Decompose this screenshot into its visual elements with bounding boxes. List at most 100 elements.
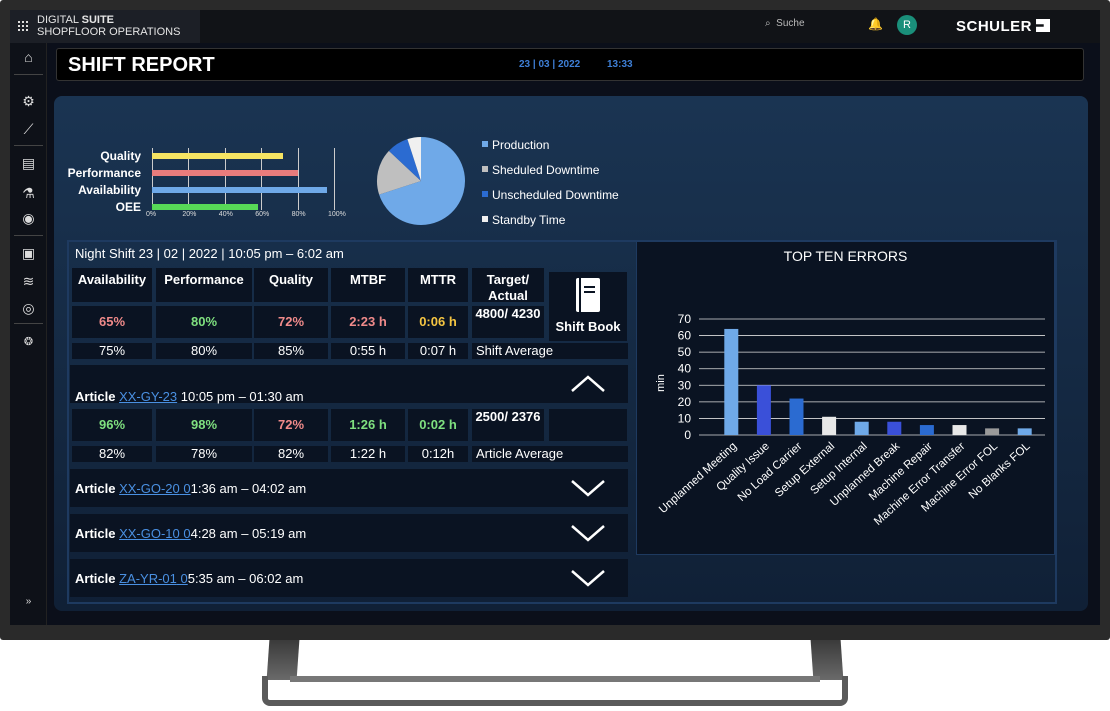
- target-icon[interactable]: ◎: [22, 300, 35, 316]
- brand-suite: SUITE: [81, 14, 115, 26]
- sidebar-divider: [14, 235, 43, 236]
- fingerprint-icon[interactable]: ❂: [23, 336, 34, 348]
- kpi-gridline: [334, 148, 335, 210]
- logo-mark-icon: [1036, 19, 1051, 32]
- kpi-gridline: [224, 148, 226, 210]
- machine-icon[interactable]: ⚙: [22, 93, 35, 109]
- chevron-up-icon[interactable]: [570, 374, 606, 394]
- article-code-link[interactable]: XX-GY-23: [119, 389, 178, 404]
- apps-grid-icon[interactable]: [18, 21, 28, 31]
- article-title: Article ZA-YR-01 05:35 am – 06:02 am: [75, 571, 303, 586]
- article-code-link[interactable]: XX-GO-20 0: [119, 481, 191, 496]
- article-row-collapsed[interactable]: Article XX-GO-10 04:28 am – 05:19 am: [70, 514, 628, 552]
- chevron-down-icon[interactable]: [570, 478, 606, 498]
- tools-icon[interactable]: ⚗: [22, 185, 35, 201]
- press-icon[interactable]: ▤: [21, 155, 36, 171]
- sidebar-divider: [14, 74, 43, 75]
- article-average-label: Article Average: [472, 446, 628, 462]
- shift-book-label: Shift Book: [555, 319, 621, 334]
- legend-item-unscheduled-downtime: Unscheduled Downtime: [482, 188, 619, 213]
- kpi-value: 2:23 h: [331, 306, 405, 338]
- article-prefix: Article: [75, 389, 120, 404]
- chevron-down-icon[interactable]: [570, 523, 606, 543]
- y-tick-label: 20: [678, 395, 692, 409]
- chevron-stroke: [571, 375, 605, 392]
- chevron-down-icon[interactable]: [570, 568, 606, 588]
- article-code: ZA-YR-01: [119, 571, 177, 586]
- kpi-tick-label: 100%: [328, 211, 346, 218]
- kpi-tick-label: 80%: [291, 211, 306, 218]
- article-kpi-value: 2500/ 2376: [472, 409, 544, 441]
- shift-title: Night Shift 23 | 02 | 2022 | 10:05 pm – …: [75, 246, 344, 261]
- home-icon[interactable]: ⌂: [24, 49, 33, 65]
- top-ten-errors-panel: TOP TEN ERRORS 0 10 20 30 40 50 60 70 min Unplann…: [636, 241, 1055, 555]
- kpi-value: 72%: [254, 306, 328, 338]
- page-header: SHIFT REPORT 23 | 03 | 2022 13:33: [56, 48, 1084, 81]
- error-bar: [822, 416, 837, 435]
- stand-base: [262, 676, 848, 706]
- shift-average-label: Shift Average: [472, 343, 628, 359]
- kpi-bar-label: Performance: [67, 166, 141, 180]
- logo-text: SCHULER: [956, 18, 1033, 35]
- bell-icon[interactable]: 🔔: [868, 17, 883, 31]
- kpi-value: 65%: [72, 306, 152, 338]
- header-time: 13:33: [607, 59, 633, 70]
- kpi-bar: [152, 187, 327, 193]
- article-time: 5:35 am – 06:02 am: [187, 571, 304, 586]
- article-row-collapsed[interactable]: Article ZA-YR-01 05:35 am – 06:02 am: [70, 559, 628, 597]
- kpi-tick-label: 20%: [182, 211, 197, 218]
- shift-book-button[interactable]: Shift Book: [549, 272, 627, 341]
- sidebar-divider: [14, 145, 43, 146]
- kpi-gridline: [261, 148, 263, 210]
- app-brand[interactable]: DIGITAL SUITE SHOPFLOOR OPERATIONS: [10, 10, 200, 43]
- legend-label: Sheduled Downtime: [492, 163, 600, 177]
- kpi-average: 85%: [254, 343, 328, 359]
- error-bar: [952, 425, 967, 435]
- header-date: 23 | 03 | 2022: [519, 59, 581, 70]
- kpi-tick-label: 40%: [218, 211, 233, 218]
- pie-slice: [388, 139, 421, 181]
- y-tick-label: 50: [678, 345, 692, 359]
- expand-sidebar-icon[interactable]: »: [25, 596, 32, 607]
- kpi-bar: [152, 153, 284, 159]
- error-bar: [919, 425, 934, 435]
- article-code-link[interactable]: XX-GO-10 0: [119, 526, 191, 541]
- kpi-bar: [152, 170, 298, 176]
- kpi-value: 0:06 h: [408, 306, 468, 338]
- kpi-header: Target/ Actual: [472, 268, 544, 303]
- article-kpi-value: 96%: [72, 409, 152, 441]
- chevron-stroke: [571, 525, 605, 542]
- article-code-link[interactable]: ZA-YR-01 0: [119, 571, 188, 586]
- article-kpi-value: 1:26 h: [331, 409, 405, 441]
- article-code-tail: 0: [179, 481, 191, 496]
- x-category-label: Setup Internal: [808, 440, 869, 497]
- article-kpi-average: 0:12h: [408, 446, 468, 462]
- article-kpi-average: 82%: [254, 446, 328, 462]
- search-field[interactable]: ⌕ Suche: [765, 18, 805, 29]
- kpi-gridline: [297, 148, 299, 210]
- article-header[interactable]: Article XX-GY-23 10:05 pm – 01:30 am: [70, 365, 628, 404]
- brand-digital: DIGITAL: [37, 14, 82, 26]
- report-icon[interactable]: ▣: [21, 245, 36, 261]
- article-row-collapsed[interactable]: Article XX-GO-20 01:36 am – 04:02 am: [70, 469, 628, 507]
- company-logo: SCHULER: [956, 18, 1051, 35]
- analytics-icon[interactable]: ⟋: [23, 121, 34, 137]
- legend-item-production: Production: [482, 138, 619, 163]
- downtime-pie-chart: [376, 136, 466, 231]
- inspection-icon[interactable]: ◉: [22, 210, 35, 226]
- kpi-average: 75%: [72, 343, 152, 359]
- article-kpi-value: 72%: [254, 409, 328, 441]
- article-prefix: Article: [75, 481, 120, 496]
- pie-slice: [377, 150, 421, 195]
- article-kpi-average: 1:22 h: [331, 446, 405, 462]
- avatar[interactable]: R: [897, 15, 917, 35]
- y-axis-label: min: [655, 374, 667, 392]
- article-time: 1:36 am – 04:02 am: [190, 481, 307, 496]
- article-code: XX-GO-20: [119, 481, 180, 496]
- layers-icon[interactable]: ≋: [22, 273, 35, 289]
- pie-legend: Production Sheduled Downtime Unscheduled…: [482, 138, 619, 238]
- pie-slice: [379, 137, 465, 225]
- article-code: XX-GO-10: [119, 526, 180, 541]
- y-tick-label: 70: [678, 312, 692, 326]
